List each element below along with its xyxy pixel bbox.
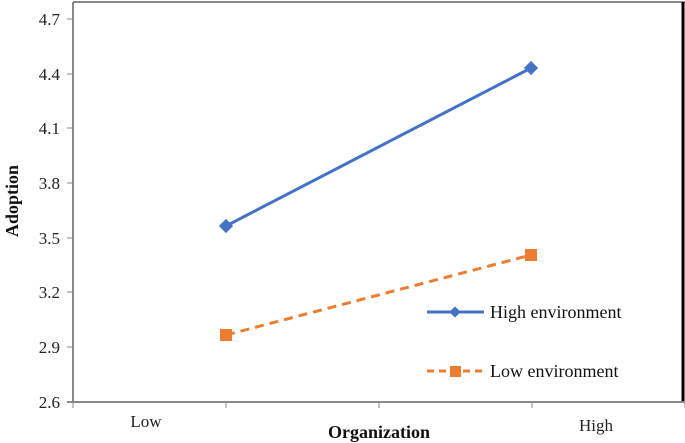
y-tick-label: 4.1 (39, 119, 60, 138)
y-tick-label: 4.4 (39, 65, 61, 84)
square-marker (220, 329, 232, 341)
square-icon (450, 366, 461, 377)
diamond-icon (449, 306, 461, 318)
legend-item-high-environment: High environment (427, 302, 621, 322)
y-tick-label: 3.8 (39, 174, 60, 193)
diamond-marker (218, 218, 234, 234)
series-low-environment (220, 249, 537, 341)
y-tick-label: 2.9 (39, 338, 60, 357)
y-ticks (67, 18, 73, 403)
y-axis-title: Adoption (2, 165, 22, 237)
x-axis-title: Organization (328, 422, 430, 442)
x-tick-label-high: High (579, 416, 614, 435)
y-tick-label: 3.2 (39, 283, 60, 302)
legend: High environment Low environment (427, 302, 621, 381)
x-tick-label-low: Low (130, 412, 162, 431)
legend-label: Low environment (490, 361, 618, 381)
y-tick-label: 4.7 (39, 10, 61, 29)
x-ticks (72, 402, 685, 408)
y-tick-label: 2.6 (39, 393, 60, 412)
square-marker (525, 249, 537, 261)
diamond-marker (523, 60, 539, 76)
legend-item-low-environment: Low environment (427, 361, 618, 381)
y-tick-label: 3.5 (39, 229, 60, 248)
series-high-environment (218, 60, 539, 234)
legend-label: High environment (490, 302, 621, 322)
